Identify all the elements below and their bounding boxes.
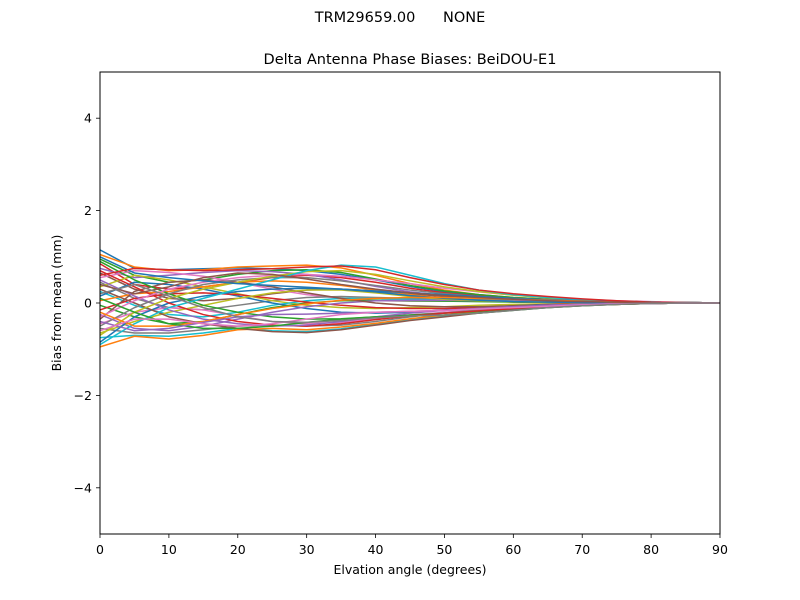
chart-title: Delta Antenna Phase Biases: BeiDOU-E1 xyxy=(264,52,557,68)
series-line xyxy=(99,272,720,304)
x-tick-label: 50 xyxy=(436,542,452,557)
x-tick-label: 70 xyxy=(574,542,590,557)
x-tick-label: 10 xyxy=(161,542,177,557)
y-tick-label: −2 xyxy=(74,388,92,403)
plot-frame xyxy=(99,71,721,535)
series-line xyxy=(99,283,720,324)
series-line xyxy=(99,265,721,304)
y-tick-label: 4 xyxy=(84,111,92,126)
series-line xyxy=(99,287,720,343)
series-layer xyxy=(99,249,721,348)
x-axis-label: Elvation angle (degrees) xyxy=(333,562,486,577)
y-tick-label: 0 xyxy=(84,296,92,311)
x-tick-label: 0 xyxy=(96,542,104,557)
y-axis-label: Bias from mean (mm) xyxy=(49,235,64,372)
figure-suptitle: TRM29659.00 NONE xyxy=(314,10,486,26)
x-tick-label: 60 xyxy=(505,542,521,557)
x-tick-label: 20 xyxy=(230,542,246,557)
x-tick-label: 90 xyxy=(712,542,728,557)
y-tick-label: 2 xyxy=(84,203,92,218)
x-tick-label: 80 xyxy=(643,542,659,557)
y-tick-label: −4 xyxy=(74,480,92,495)
x-tick-label: 40 xyxy=(368,542,384,557)
axes-layer: 0 10 20 30 40 50 60 70 80 90 −4 −2 0 2 4 xyxy=(74,111,728,557)
x-tick-label: 30 xyxy=(299,542,315,557)
